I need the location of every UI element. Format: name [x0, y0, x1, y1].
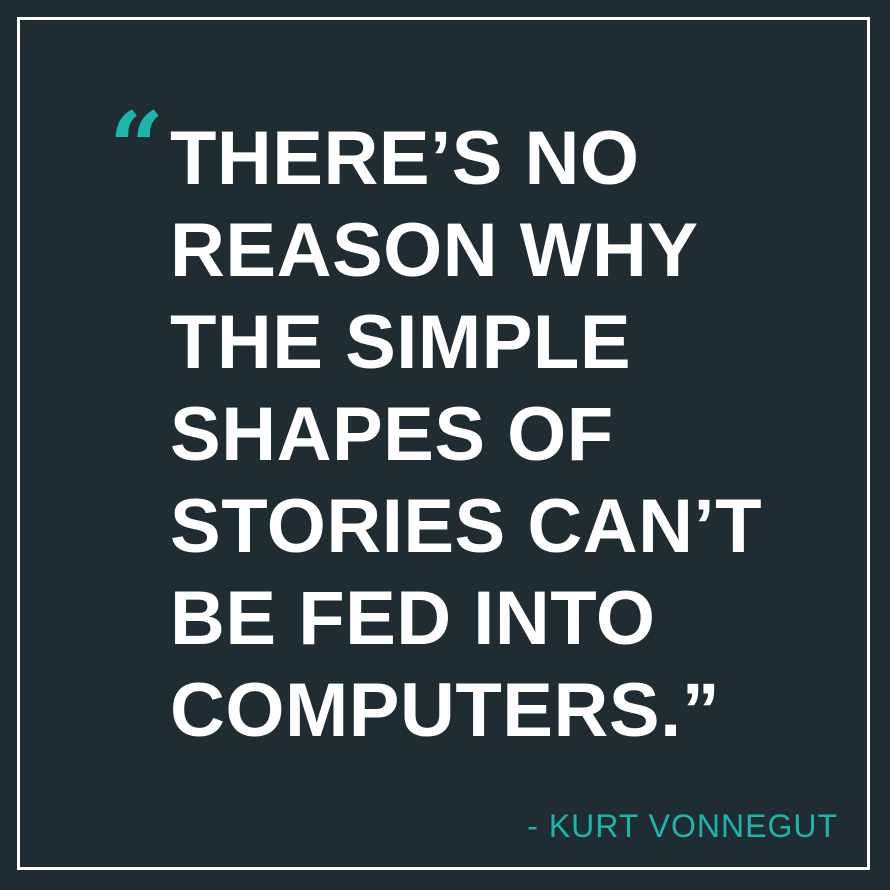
quote-attribution: - KURT VONNEGUT: [527, 808, 838, 844]
quote-line-6: BE FED INTO: [170, 576, 656, 661]
quote-line-3: THE SIMPLE: [170, 300, 632, 385]
quote-line-7: COMPUTERS.”: [170, 668, 721, 753]
quote-line-1: THERE’S NO: [170, 116, 640, 201]
quote-line-4: SHAPES OF: [170, 392, 614, 477]
card-border-frame: [17, 17, 870, 870]
quote-line-5: STORIES CAN’T: [170, 484, 763, 569]
quote-line-2: REASON WHY: [170, 208, 699, 293]
quote-text: THERE’S NO REASON WHY THE SIMPLE SHAPES …: [170, 113, 762, 757]
open-quote-mark: “: [109, 91, 164, 204]
